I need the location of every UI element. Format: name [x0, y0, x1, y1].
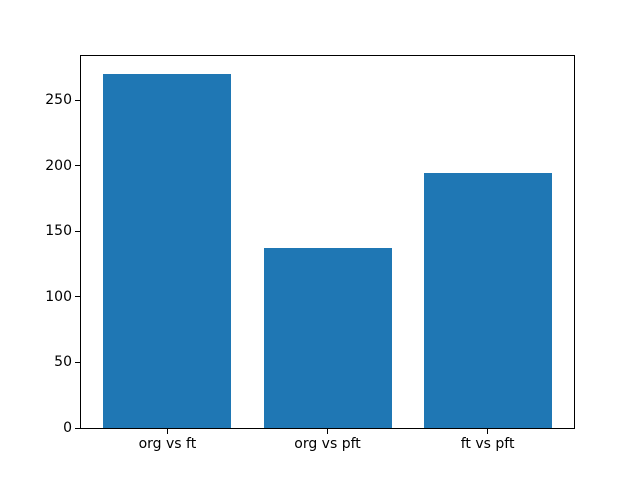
y-tick-mark — [75, 427, 80, 429]
y-tick-mark — [75, 296, 80, 298]
bar-org-vs-pft — [263, 248, 392, 428]
y-tick-mark — [75, 361, 80, 363]
y-tick-label: 50 — [54, 354, 72, 371]
y-tick-mark — [75, 230, 80, 232]
bar-org-vs-ft — [103, 73, 232, 428]
x-tick-label: org vs pft — [294, 436, 361, 452]
y-tick-label: 150 — [45, 223, 72, 240]
y-tick-mark — [75, 165, 80, 167]
x-tick-mark — [327, 429, 328, 434]
x-tick-mark — [166, 429, 168, 434]
x-tick-label: org vs ft — [138, 436, 197, 452]
y-tick-label: 200 — [45, 157, 72, 174]
y-tick-label: 250 — [45, 92, 72, 108]
x-tick-label: ft vs pft — [460, 436, 515, 452]
y-tick-label: 0 — [63, 420, 72, 436]
y-tick-mark — [75, 99, 80, 101]
y-tick-label: 100 — [45, 288, 72, 305]
bar-ft-vs-pft — [423, 173, 552, 428]
plot-area — [80, 55, 575, 429]
x-tick-mark — [487, 429, 489, 434]
